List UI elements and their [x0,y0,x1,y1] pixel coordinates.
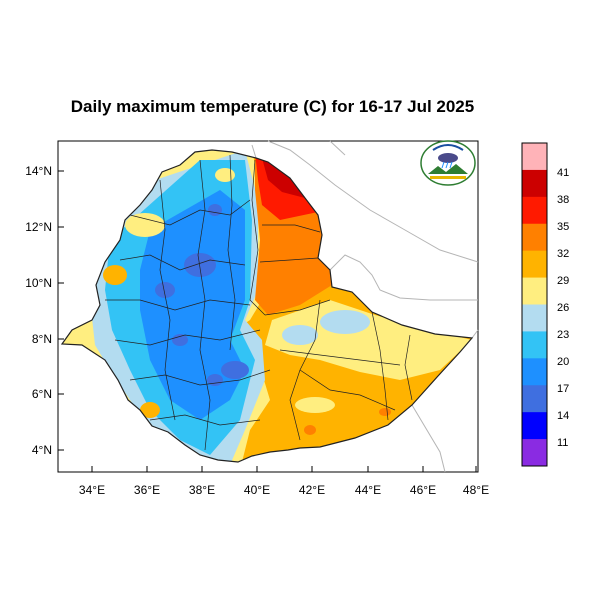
colorbar-label: 29 [557,275,569,287]
colorbar-swatch [522,277,547,305]
y-tick-label: 12°N [25,220,52,234]
colorbar-swatch [522,385,547,413]
colorbar-swatch [522,439,547,467]
colorbar-label: 32 [557,248,569,260]
x-tick-label: 44°E [355,483,381,497]
colorbar-swatch [522,169,547,198]
ethiopia-border [60,149,474,463]
y-tick-label: 8°N [32,332,52,346]
y-tick-label: 4°N [32,443,52,457]
y-axis [58,170,64,451]
x-tick-label: 38°E [189,483,215,497]
y-tick-label: 6°N [32,387,52,401]
x-tick-label: 34°E [79,483,105,497]
ethiopian-meteorology-institute-logo [420,140,476,186]
x-tick-label: 48°E [463,483,489,497]
colorbar-label: 35 [557,221,569,233]
colorbar-frame [521,142,548,467]
colorbar-swatch [522,223,547,252]
colorbar-label: 23 [557,329,569,341]
x-tick-label: 46°E [410,483,436,497]
x-tick-label: 42°E [299,483,325,497]
colorbar-swatch [522,304,547,332]
x-tick-label: 36°E [134,483,160,497]
colorbar-swatch [522,143,547,171]
colorbar-swatch [522,250,547,279]
colorbar-label: 14 [557,410,569,422]
admin-boundaries [105,154,413,451]
y-tick-label: 10°N [25,276,52,290]
colorbar-swatch [522,412,547,440]
colorbar-label: 38 [557,194,569,206]
y-tick-label: 14°N [25,164,52,178]
colorbar [521,142,548,467]
map-title: Daily maximum temperature (C) for 16-17 … [70,97,475,116]
colorbar-label: 41 [557,167,569,179]
x-axis [91,466,477,472]
colorbar-swatch [522,331,547,359]
colorbar-label: 11 [557,437,568,449]
colorbar-label: 17 [557,383,569,395]
colorbar-swatch [522,196,547,225]
colorbar-label: 26 [557,302,569,314]
colorbar-swatch [522,358,547,386]
x-tick-label: 40°E [244,483,270,497]
colorbar-label: 20 [557,356,569,368]
neighbor-borders [251,140,479,473]
